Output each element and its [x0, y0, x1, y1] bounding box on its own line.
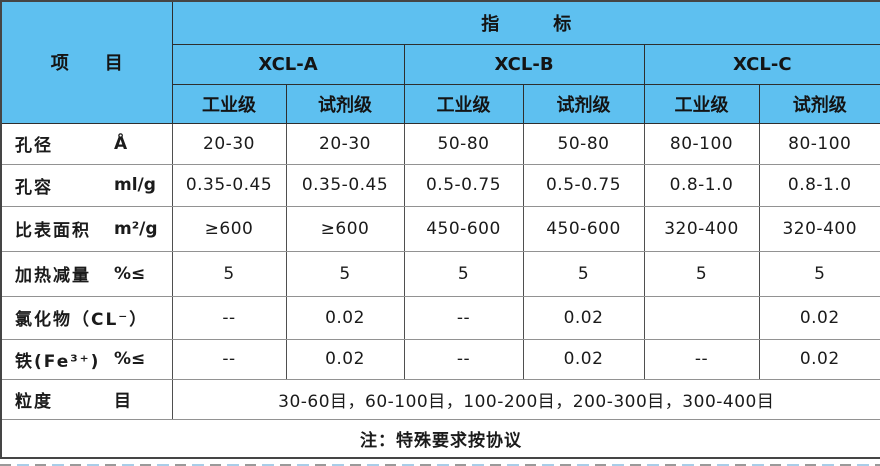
spec-value-cell: --: [644, 339, 760, 380]
spec-value-cell: 0.02: [759, 296, 880, 340]
spec-value-cell: 5: [286, 251, 405, 297]
spec-value-cell: --: [404, 339, 524, 380]
spec-value-cell: 5: [644, 251, 760, 297]
spec-value-cell: 50-80: [404, 123, 524, 165]
spec-value-cell: 50-80: [523, 123, 645, 165]
product-header-xcl-a: XCL-A: [171, 43, 405, 85]
spec-label: 比表面积: [15, 221, 91, 241]
spec-label: 铁(Fe³⁺): [15, 351, 101, 372]
spec-value-cell: 0.02: [523, 339, 645, 380]
spec-value-cell: 5: [759, 251, 880, 297]
note-row: 注：特殊要求按协议: [1, 419, 880, 459]
scan-edge-artifact: [0, 459, 880, 466]
note-cell: 注：特殊要求按协议: [1, 419, 880, 459]
spec-row-chloride: 氯化物（CL⁻） -- 0.02 -- 0.02 0.02: [1, 296, 880, 340]
header-row-index: 项 目 指 标: [0, 0, 880, 124]
particle-size-value-cell: 30-60目，60-100目，100-200目，200-300目，300-400…: [172, 379, 880, 420]
spec-value-cell: 450-600: [404, 206, 524, 252]
spec-row-pore-diameter: 孔径 Å 20-30 20-30 50-80 50-80 80-100 80-1…: [1, 123, 880, 165]
product-header-xcl-c: XCL-C: [643, 43, 880, 85]
spec-row-iron: 铁(Fe³⁺) %≤ -- 0.02 -- 0.02 -- 0.02: [1, 339, 880, 380]
spec-value-cell: 0.02: [759, 339, 880, 380]
spec-value-cell: 450-600: [523, 206, 645, 252]
spec-unit: Å: [114, 133, 128, 154]
header-row-grades: 工业级 试剂级 工业级 试剂级 工业级 试剂级: [1, 83, 880, 124]
spec-unit: %≤: [114, 349, 146, 369]
spec-value-cell: 0.5-0.75: [404, 164, 524, 207]
spec-label-cell: 氯化物（CL⁻）: [1, 296, 173, 340]
spec-label-cell: 加热减量 %≤: [1, 251, 173, 297]
grade-header-reagent: 试剂级: [522, 83, 645, 124]
spec-value-cell: ≥600: [172, 206, 287, 252]
spec-unit: %≤: [114, 263, 146, 284]
grade-header-industrial: 工业级: [171, 83, 287, 124]
spec-value-cell: 80-100: [644, 123, 760, 165]
spec-value-cell: 0.8-1.0: [644, 164, 760, 207]
header-row-products: XCL-A XCL-B XCL-C: [1, 43, 880, 85]
spec-row-surface-area: 比表面积 m²/g ≥600 ≥600 450-600 450-600 320-…: [1, 206, 880, 252]
grade-header-industrial: 工业级: [643, 83, 760, 124]
spec-value-cell: 0.5-0.75: [523, 164, 645, 207]
spec-label-cell: 孔径 Å: [1, 123, 173, 165]
grade-header-reagent: 试剂级: [758, 83, 880, 124]
spec-value-cell: --: [172, 296, 287, 340]
spec-value-cell: 320-400: [644, 206, 760, 252]
spec-label: 孔容: [15, 177, 53, 198]
spec-value-cell: 0.02: [286, 339, 405, 380]
grade-header-reagent: 试剂级: [285, 83, 405, 124]
spec-label-cell: 孔容 ml/g: [1, 164, 173, 207]
spec-value-cell: 0.35-0.45: [286, 164, 405, 207]
spec-label-cell: 比表面积 m²/g: [1, 206, 173, 252]
spec-value-cell: --: [404, 296, 524, 340]
spec-value-cell: 20-30: [286, 123, 405, 165]
spec-unit: ml/g: [114, 175, 156, 195]
spec-label: 加热减量: [15, 266, 91, 286]
spec-unit: m²/g: [114, 218, 158, 239]
spec-label: 氯化物（CL⁻）: [15, 310, 149, 330]
spec-value-cell: 320-400: [759, 206, 880, 252]
spec-unit: 目: [114, 391, 131, 412]
spec-value-cell: 0.35-0.45: [172, 164, 287, 207]
spec-row-pore-volume: 孔容 ml/g 0.35-0.45 0.35-0.45 0.5-0.75 0.5…: [1, 164, 880, 207]
spec-value-cell: 20-30: [172, 123, 287, 165]
spec-value-cell: 80-100: [759, 123, 880, 165]
header-item-cell: 项 目: [0, 0, 173, 124]
spec-value-cell: 5: [172, 251, 287, 297]
spec-value-cell: 0.8-1.0: [759, 164, 880, 207]
spec-label: 粒度: [15, 391, 53, 412]
spec-value-cell: 0.02: [523, 296, 645, 340]
product-header-xcl-b: XCL-B: [403, 43, 645, 85]
spec-label-cell: 铁(Fe³⁺) %≤: [1, 339, 173, 380]
spec-label: 孔径: [15, 136, 53, 156]
spec-value-cell: --: [172, 339, 287, 380]
particle-size-row: 粒度 目 30-60目，60-100目，100-200目，200-300目，30…: [1, 379, 880, 420]
spec-row-heating-loss: 加热减量 %≤ 5 5 5 5 5 5: [1, 251, 880, 297]
spec-value-cell: ≥600: [286, 206, 405, 252]
header-index-cell: 指 标: [171, 0, 880, 45]
spec-value-cell: 5: [404, 251, 524, 297]
grade-header-industrial: 工业级: [403, 83, 524, 124]
spec-label-cell: 粒度 目: [1, 379, 173, 420]
spec-value-cell: 5: [523, 251, 645, 297]
spec-value-cell: [644, 296, 760, 340]
spec-value-cell: 0.02: [286, 296, 405, 340]
